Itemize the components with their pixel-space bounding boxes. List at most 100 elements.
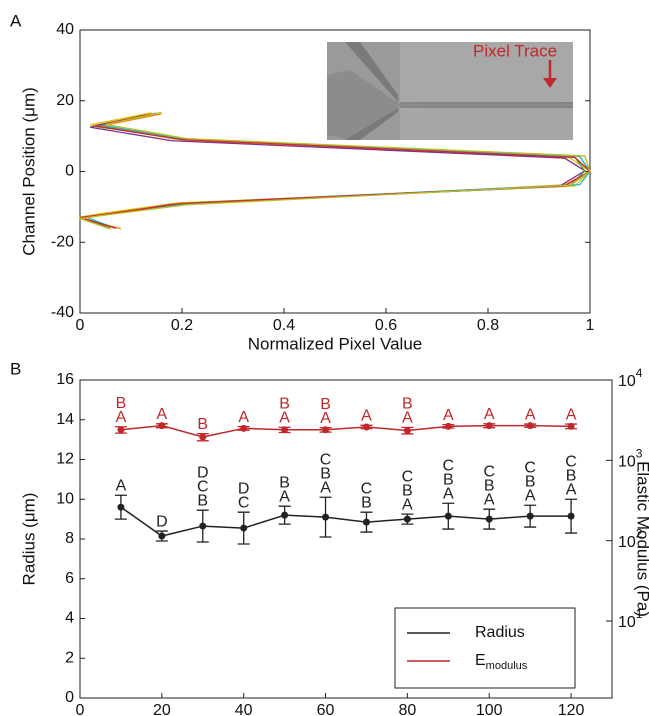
data-point — [117, 503, 125, 511]
x-tick-label: 0.2 — [171, 317, 193, 334]
significance-letter: A — [238, 409, 249, 426]
data-point — [158, 422, 166, 430]
significance-letter: C — [361, 480, 373, 497]
data-point — [526, 512, 534, 520]
significance-letter: A — [402, 496, 413, 513]
significance-letter: B — [525, 473, 536, 490]
series-line — [79, 111, 591, 230]
significance-letter: B — [320, 396, 331, 413]
data-point — [403, 515, 411, 523]
y-tick-label: 10 — [56, 490, 74, 507]
data-point — [117, 426, 125, 434]
legend-box — [394, 607, 576, 689]
data-point — [199, 433, 207, 441]
x-tick-label: 60 — [317, 702, 335, 716]
y-tick-label: 0 — [65, 163, 74, 180]
data-point — [444, 512, 452, 520]
significance-letter: A — [525, 406, 536, 423]
x-tick-label: 1 — [586, 317, 595, 334]
significance-letter: C — [320, 451, 332, 468]
x-tick-label: 0.6 — [375, 317, 397, 334]
x-tick-label: 100 — [476, 702, 503, 716]
x-axis-label: Normalized Pixel Value — [248, 334, 422, 353]
significance-letter: C — [524, 459, 536, 476]
data-point — [362, 423, 370, 431]
x-tick-label: 120 — [558, 702, 585, 716]
y-tick-label: 14 — [56, 411, 74, 428]
significance-letter: A — [566, 406, 577, 423]
significance-letter: A — [484, 491, 495, 508]
y-tick-label: 2 — [65, 649, 74, 666]
significance-letter: D — [156, 513, 168, 530]
significance-letter: C — [238, 494, 250, 511]
y-tick-label: 40 — [56, 21, 74, 38]
significance-letter: B — [197, 492, 208, 509]
y2-tick-label: 104 — [618, 366, 643, 390]
significance-letter: A — [279, 409, 290, 426]
y2-tick-exponent: 4 — [636, 366, 643, 380]
significance-letter: B — [279, 474, 290, 491]
y-tick-label: 8 — [65, 530, 74, 547]
y-tick-label: 12 — [56, 451, 74, 468]
significance-letter: A — [525, 487, 536, 504]
significance-letter: B — [484, 477, 495, 494]
significance-letter: B — [402, 396, 413, 413]
significance-letter: A — [320, 410, 331, 427]
significance-letter: A — [484, 406, 495, 423]
y-tick-label: 4 — [65, 610, 74, 627]
significance-letter: C — [197, 478, 209, 495]
data-point — [362, 518, 370, 526]
y-tick-label: 6 — [65, 570, 74, 587]
significance-letter: A — [443, 485, 454, 502]
y2-tick-exponent: 3 — [636, 447, 643, 461]
y-tick-label: 0 — [65, 689, 74, 706]
y-tick-label: 16 — [56, 371, 74, 388]
data-point — [240, 424, 248, 432]
annotation: Pixel Trace — [473, 41, 557, 60]
significance-letter: B — [320, 465, 331, 482]
y2-axis-label: Elastic Modulus (Pa) — [634, 461, 649, 617]
panel-label: A — [10, 11, 22, 30]
significance-letter: B — [279, 395, 290, 412]
y-axis-label: Channel Position (μm) — [19, 87, 38, 256]
significance-letter: B — [566, 467, 577, 484]
y-tick-label: -20 — [51, 233, 74, 250]
data-point — [567, 512, 575, 520]
y2-tick-exponent: 1 — [636, 607, 643, 621]
legend-subscript: modulus — [486, 660, 528, 672]
x-tick-label: 0.4 — [273, 317, 295, 334]
significance-letter: B — [443, 471, 454, 488]
panel-label: B — [10, 359, 21, 378]
significance-letter: C — [402, 468, 414, 485]
data-point — [158, 532, 166, 540]
inset-image — [327, 42, 573, 140]
data-point — [444, 422, 452, 430]
data-point — [199, 522, 207, 530]
significance-letter: A — [157, 406, 168, 423]
data-point — [281, 511, 289, 519]
data-point — [485, 515, 493, 523]
significance-letter: A — [320, 479, 331, 496]
data-point — [322, 513, 330, 521]
y2-tick-exponent: 2 — [636, 527, 643, 541]
significance-letter: B — [361, 494, 372, 511]
data-point — [526, 422, 534, 430]
significance-letter: B — [116, 395, 127, 412]
significance-letter: D — [197, 464, 209, 481]
significance-letter: C — [565, 453, 577, 470]
significance-letter: D — [238, 480, 250, 497]
x-tick-label: 20 — [153, 702, 171, 716]
x-tick-label: 0 — [76, 317, 85, 334]
y-tick-label: 20 — [56, 92, 74, 109]
significance-letter: A — [566, 481, 577, 498]
data-point — [403, 427, 411, 435]
series-line — [120, 424, 572, 438]
significance-letter: C — [443, 457, 455, 474]
significance-letter: A — [402, 410, 413, 427]
significance-letter: B — [197, 416, 208, 433]
x-tick-label: 0.8 — [477, 317, 499, 334]
series-line — [79, 113, 592, 229]
y-tick-label: -40 — [51, 304, 74, 321]
significance-letter: B — [402, 482, 413, 499]
